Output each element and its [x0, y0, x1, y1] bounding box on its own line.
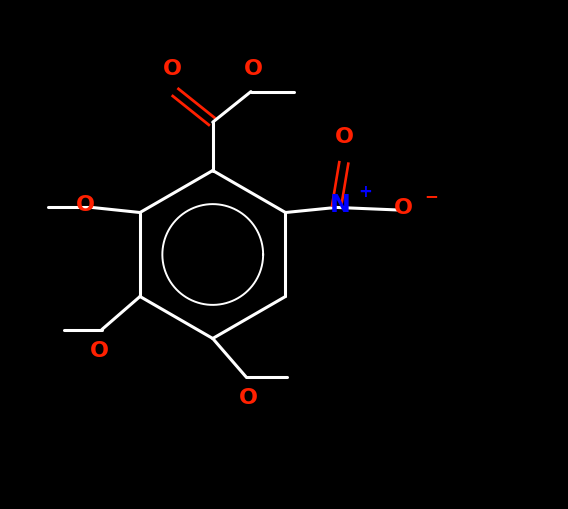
- Text: O: O: [394, 199, 413, 218]
- Text: +: +: [358, 183, 371, 201]
- Text: −: −: [424, 187, 438, 205]
- Text: O: O: [239, 388, 258, 408]
- Text: O: O: [335, 127, 353, 147]
- Text: O: O: [162, 59, 182, 79]
- Text: O: O: [90, 341, 109, 361]
- Text: N: N: [330, 193, 351, 217]
- Text: O: O: [244, 59, 263, 79]
- Text: O: O: [76, 195, 95, 215]
